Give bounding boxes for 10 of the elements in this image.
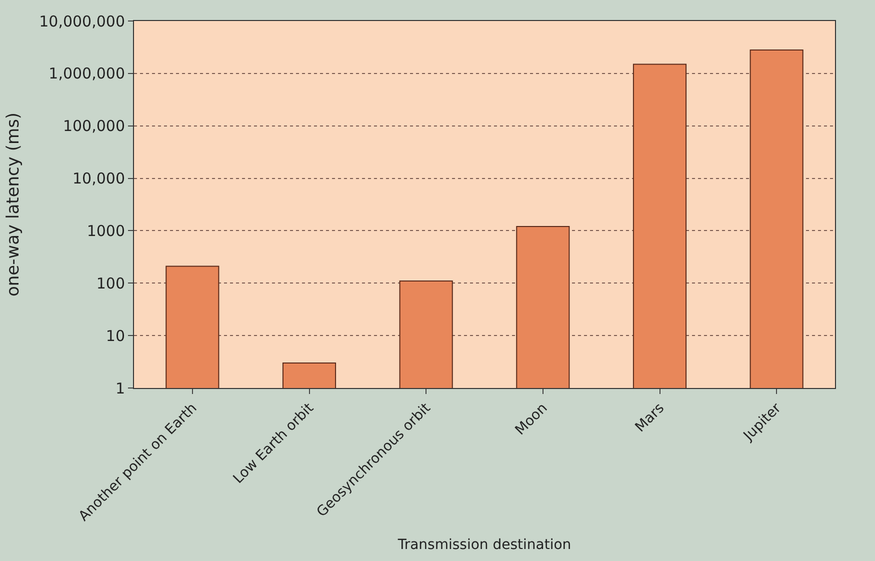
- y-tick-label: 1,000,000: [48, 64, 125, 83]
- y-tick-label: 100: [96, 274, 125, 292]
- y-tick-label: 100,000: [62, 117, 125, 136]
- y-tick-label: 1000: [86, 222, 125, 240]
- y-tick-label: 10,000: [72, 170, 125, 188]
- y-tick-label: 1: [115, 379, 125, 398]
- y-tick-label: 10: [106, 326, 125, 345]
- x-axis-title: Transmission destination: [396, 536, 572, 553]
- y-axis-title: one-way latency (ms): [4, 112, 24, 297]
- y-tick-label: 10,000,000: [39, 12, 125, 30]
